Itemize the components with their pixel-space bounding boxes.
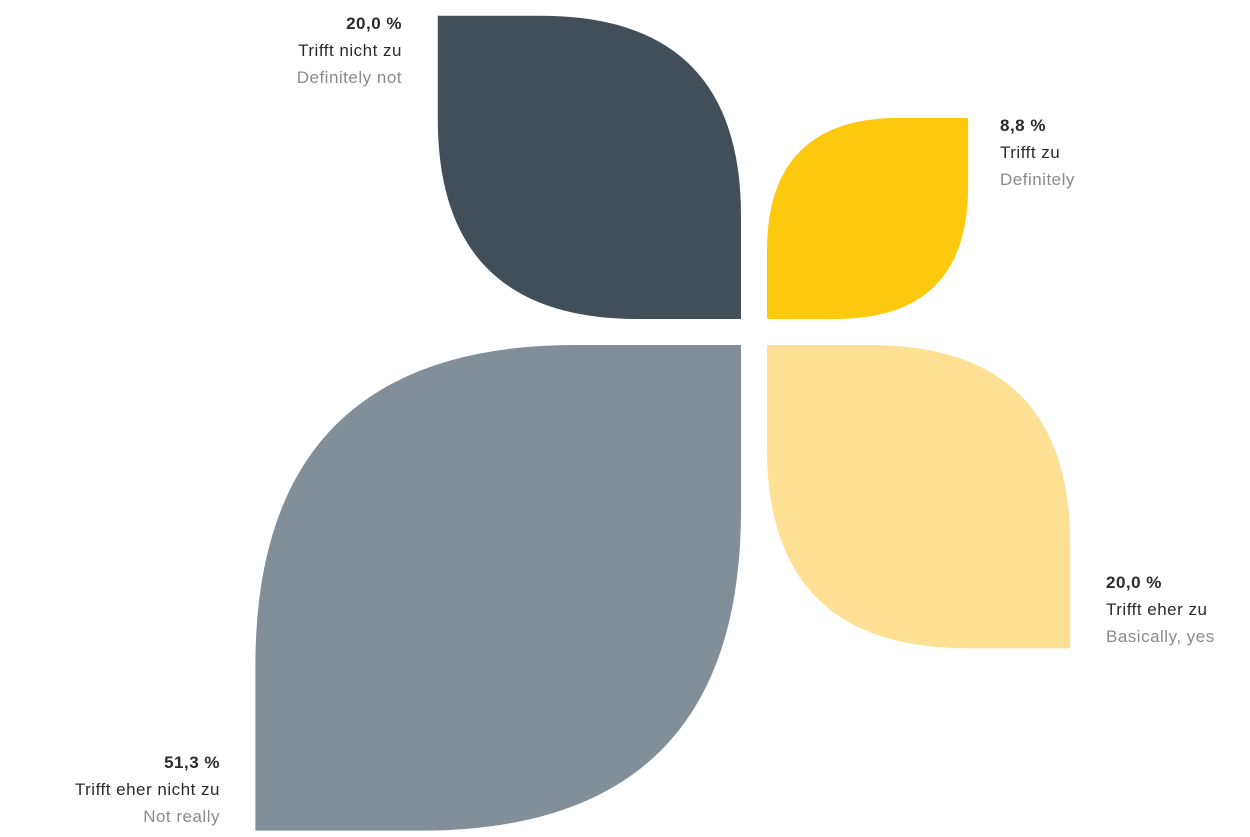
label-trifft-eher-nicht-zu: 51,3 % Trifft eher nicht zu Not really: [75, 749, 220, 830]
label-trifft-eher-zu: 20,0 % Trifft eher zu Basically, yes: [1106, 569, 1215, 650]
leaf-trifft-nicht-zu: [437, 15, 741, 319]
leaf-trifft-eher-zu: [767, 345, 1071, 649]
english-label: Definitely: [1000, 170, 1075, 189]
percent-label: 8,8 %: [1000, 116, 1046, 135]
german-label: Trifft eher zu: [1106, 600, 1208, 619]
leaf-trifft-eher-nicht-zu: [255, 345, 741, 831]
leaf-trifft-zu: [767, 117, 969, 319]
german-label: Trifft eher nicht zu: [74, 780, 220, 799]
percent-label: 20,0 %: [346, 14, 402, 33]
german-label: Trifft zu: [1000, 143, 1061, 162]
percent-label: 20,0 %: [1106, 573, 1162, 592]
english-label: Not really: [143, 807, 220, 826]
english-label: Basically, yes: [1106, 627, 1215, 646]
label-trifft-zu: 8,8 % Trifft zu Definitely: [1000, 112, 1075, 193]
percent-label: 51,3 %: [164, 753, 220, 772]
german-label: Trifft nicht zu: [298, 41, 402, 60]
label-trifft-nicht-zu: 20,0 % Trifft nicht zu Definitely not: [297, 10, 402, 91]
english-label: Definitely not: [296, 68, 402, 87]
